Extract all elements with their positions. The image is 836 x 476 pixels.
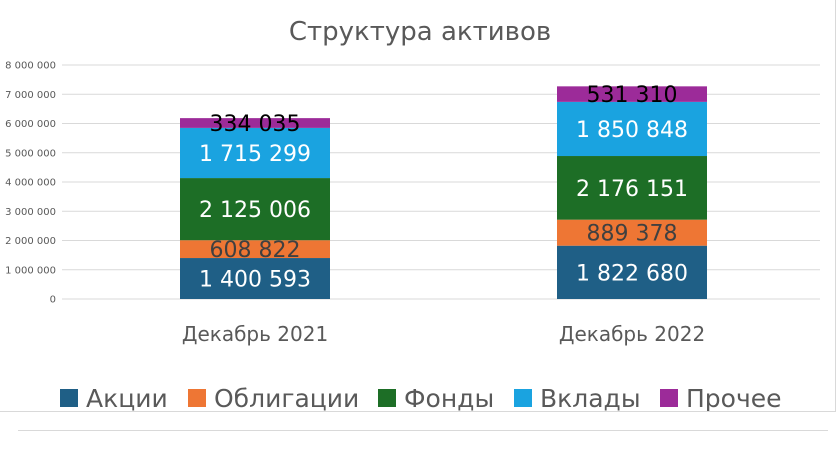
y-tick-label: 8 000 000 xyxy=(5,61,56,72)
bar-segment xyxy=(180,258,330,299)
bars-layer xyxy=(180,86,707,299)
legend-entry: Облигации xyxy=(214,384,359,413)
data-label: 889 378 xyxy=(587,222,678,247)
legend: Акции Облигации Фонды Вклады Прочее xyxy=(60,384,782,413)
legend-entry: Вклады xyxy=(540,384,641,413)
y-tick-label: 3 000 000 xyxy=(5,207,56,218)
x-tick-label: Декабрь 2022 xyxy=(559,322,705,346)
bar-segment xyxy=(557,219,707,246)
legend-swatch xyxy=(60,389,78,407)
y-axis-ticks: 0 1 000 000 2 000 000 3 000 000 4 000 000 5 0… xyxy=(5,61,56,306)
frame-bottom-border xyxy=(0,411,836,412)
y-tick-label: 0 xyxy=(50,295,56,306)
data-label: 2 176 151 xyxy=(576,177,688,202)
legend-entry: Акции xyxy=(86,384,168,413)
chart-title: Структура активов xyxy=(289,17,551,47)
bar-segment xyxy=(180,178,330,241)
legend-swatch xyxy=(188,389,206,407)
y-tick-label: 1 000 000 xyxy=(5,265,56,276)
x-tick-label: Декабрь 2021 xyxy=(182,322,328,346)
frame-bottom-border-lower xyxy=(18,430,828,431)
legend-entry: Фонды xyxy=(404,384,494,413)
y-tick-label: 6 000 000 xyxy=(5,119,56,130)
bar-segment xyxy=(557,86,707,102)
data-label: 608 822 xyxy=(210,238,301,263)
data-labels-layer: 1 400 593 608 822 2 125 006 1 715 299 334 03… xyxy=(199,83,688,292)
bar-segment xyxy=(180,240,330,259)
legend-entry: Прочее xyxy=(686,384,782,413)
legend-swatch xyxy=(378,389,396,407)
data-label: 1 400 593 xyxy=(199,268,311,293)
data-label: 531 310 xyxy=(587,83,678,108)
data-label: 1 822 680 xyxy=(576,261,688,286)
bar-segment xyxy=(180,118,330,128)
bar-segment xyxy=(557,245,707,299)
x-axis-ticks: Декабрь 2021 Декабрь 2022 xyxy=(182,322,705,346)
data-label: 1 715 299 xyxy=(199,142,311,167)
y-tick-label: 5 000 000 xyxy=(5,148,56,159)
data-label: 334 035 xyxy=(210,112,301,137)
bar-segment xyxy=(180,127,330,179)
y-tick-label: 4 000 000 xyxy=(5,178,56,189)
legend-swatch xyxy=(660,389,678,407)
y-tick-label: 2 000 000 xyxy=(5,236,56,247)
data-label: 2 125 006 xyxy=(199,198,311,223)
legend-swatch xyxy=(514,389,532,407)
data-label: 1 850 848 xyxy=(576,118,688,143)
bar-segment xyxy=(557,101,707,157)
y-tick-label: 7 000 000 xyxy=(5,90,56,101)
bar-segment xyxy=(557,156,707,220)
